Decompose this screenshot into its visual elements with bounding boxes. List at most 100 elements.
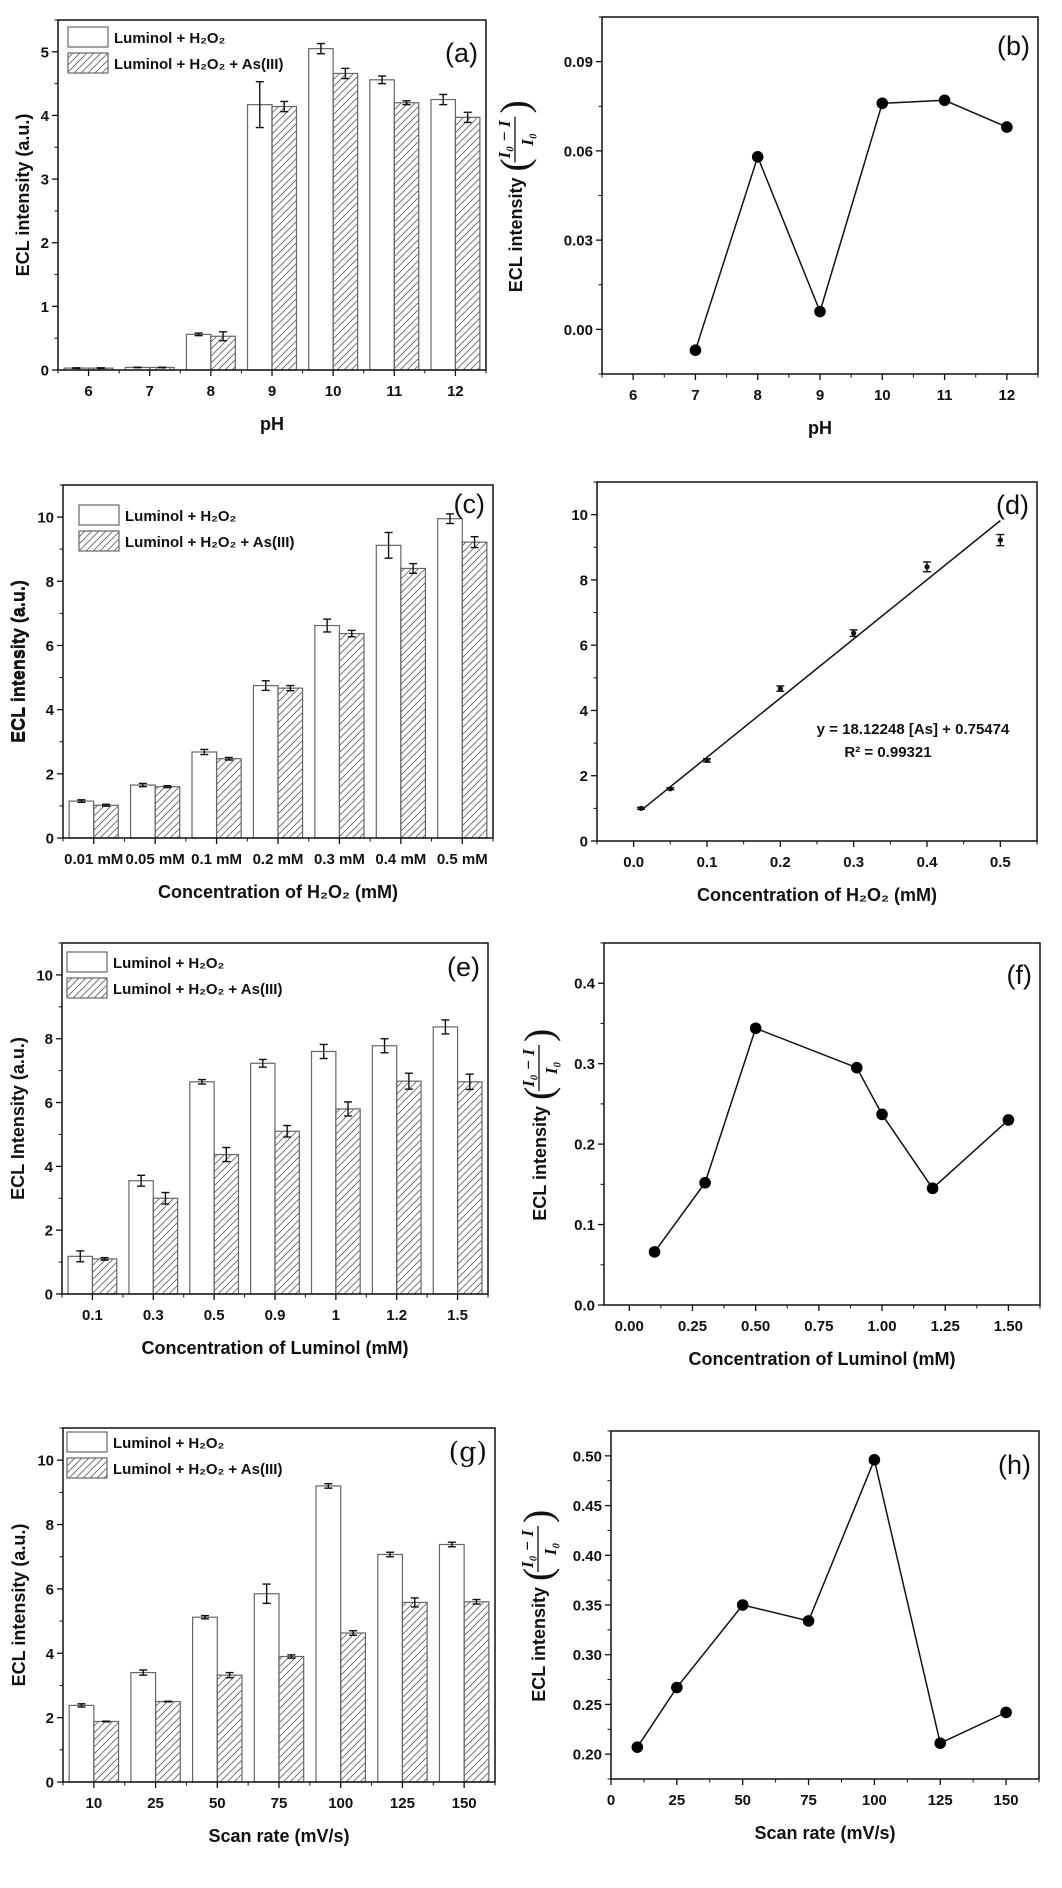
bar-luminol-h2o2-1: [128, 1180, 154, 1295]
x-axis-title: Concentration of Luminol (mM): [689, 1349, 956, 1369]
bar-luminol-h2o2-1: [130, 1671, 157, 1783]
y-tick-label: 5: [41, 44, 49, 61]
bar-luminol-h2o2-as-4: [340, 1632, 367, 1783]
bar-luminol-h2o2-5: [375, 544, 402, 839]
y-tick-label: 4: [45, 1159, 54, 1176]
legend: Luminol + H₂O₂ Luminol + H₂O₂ + As(III): [66, 1431, 282, 1479]
y-tick-label: 8: [46, 1517, 54, 1534]
bar-luminol-h2o2-5: [369, 79, 395, 371]
x-tick-label: 100: [328, 1795, 353, 1812]
error-bar: [262, 1583, 271, 1605]
y-tick-label: 10: [37, 1453, 54, 1470]
x-axis-title: Concentration of H₂O₂ (mM): [697, 885, 937, 905]
error-bar: [102, 1720, 111, 1723]
panel-g: 0 2 4 6 8 10 10 25 50 75 100 125 150 Scan rate (mV/s)…: [9, 1427, 496, 1846]
x-tick-label: 0.5: [204, 1307, 225, 1324]
data-point: [1001, 121, 1013, 133]
bar-luminol-h2o2-as-2: [213, 1153, 240, 1295]
y-tick-label: 8: [580, 572, 588, 589]
y-tick-label: 2: [580, 768, 588, 785]
bar-luminol-h2o2-0: [68, 1704, 95, 1783]
panel-label: (b): [997, 31, 1030, 61]
error-bar: [96, 367, 105, 370]
data-point: [938, 94, 951, 107]
y-tick-label: 0.45: [573, 1498, 602, 1515]
y-tick-label: 2: [46, 1710, 54, 1727]
data-point: [868, 1454, 881, 1466]
fit-line: [640, 520, 1001, 812]
x-tick-label: 0.3 mM: [314, 851, 365, 868]
y-tick-label: 0.20: [573, 1747, 602, 1764]
right-paren: ): [492, 100, 537, 113]
x-tick-label: 6: [629, 387, 637, 404]
error-bar: [219, 331, 228, 342]
y-axis-title: ECL intensity (a.u.): [9, 580, 29, 743]
y-tick-label: 0.40: [573, 1548, 602, 1565]
bar-luminol-h2o2-as-1: [154, 786, 181, 839]
legend: Luminol + H₂O₂ Luminol + H₂O₂ + As(III): [66, 951, 282, 999]
bar-luminol-h2o2-as-5: [393, 102, 420, 371]
data-point: [671, 1681, 683, 1694]
bar-luminol-h2o2-2: [185, 333, 212, 371]
bar-luminol-h2o2-6: [438, 1543, 465, 1783]
error-bar: [200, 748, 209, 756]
y-tick-label: 8: [45, 1031, 53, 1048]
y-tick-label: 6: [45, 1095, 53, 1112]
error-bar: [137, 1174, 146, 1187]
bar-luminol-h2o2-3: [253, 1593, 280, 1783]
panel-label: (g): [449, 1437, 487, 1468]
x-tick-label: 25: [669, 1792, 686, 1809]
y-axis-title-text: ECL intensity: [506, 178, 526, 293]
error-bar: [344, 1101, 353, 1117]
error-bar: [100, 1256, 109, 1261]
x-tick-label: 0.1 mM: [191, 851, 242, 868]
error-bar: [287, 1654, 296, 1659]
bar-luminol-h2o2-6: [430, 98, 457, 371]
left-paren: (: [515, 1568, 560, 1581]
error-bar: [409, 562, 418, 574]
x-tick-label: 1.25: [931, 1318, 960, 1335]
y-tick-label: 6: [580, 638, 588, 655]
y-tick-label: 10: [37, 510, 54, 527]
data-point: [777, 685, 783, 692]
x-tick-label: 150: [452, 1795, 477, 1812]
y-tick-label: 0.35: [573, 1598, 602, 1615]
error-bar: [261, 680, 270, 692]
y-tick-label: 10: [36, 967, 53, 984]
data-point: [1002, 1114, 1015, 1126]
y-axis-title-text: ECL intensity: [530, 1106, 550, 1221]
data-point: [699, 1176, 711, 1189]
y-axis-title: ECL intensity (a.u.): [9, 1524, 29, 1687]
fraction-denominator: I₀: [542, 1062, 561, 1076]
data-point: [851, 630, 857, 636]
right-paren: ): [515, 1510, 560, 1523]
y-tick-label: 0.09: [564, 54, 593, 71]
data-point: [934, 1737, 947, 1750]
x-axis-title: Scan rate (mV/s): [754, 1823, 895, 1843]
bar-luminol-h2o2-6: [437, 518, 463, 839]
bar-luminol-h2o2-3: [246, 104, 273, 371]
bar-luminol-h2o2-4: [310, 1050, 337, 1295]
bar-luminol-h2o2-as-1: [152, 1197, 179, 1295]
x-tick-label: 0.25: [678, 1318, 707, 1335]
x-tick-label: 0.9: [265, 1307, 286, 1324]
error-bar: [316, 42, 325, 55]
x-tick-label: 10: [874, 387, 891, 404]
y-tick-label: 2: [45, 1223, 53, 1240]
x-tick-label: 1.00: [867, 1318, 896, 1335]
bar-luminol-h2o2-as-4: [332, 72, 359, 371]
y-tick-label: 0.06: [564, 143, 593, 160]
series-line: [653, 1027, 1009, 1253]
data-point: [802, 1615, 815, 1627]
x-tick-label: 125: [390, 1795, 415, 1812]
panel-h: 0.20 0.25 0.30 0.35 0.40 0.45 0.50 0 25 50 75 100 12…: [515, 1430, 1040, 1843]
x-tick-label: 0.00: [615, 1318, 644, 1335]
series-line: [694, 99, 1008, 351]
error-bar: [102, 803, 110, 807]
data-point: [648, 1246, 661, 1258]
bar-luminol-h2o2-2: [191, 751, 218, 839]
bar-luminol-h2o2-as-6: [454, 116, 481, 371]
y-tick-label: 1: [41, 299, 49, 316]
legend-label: Luminol + H₂O₂ + As(III): [113, 981, 282, 998]
y-axis-title: ECL intensity (a.u.): [8, 580, 28, 743]
